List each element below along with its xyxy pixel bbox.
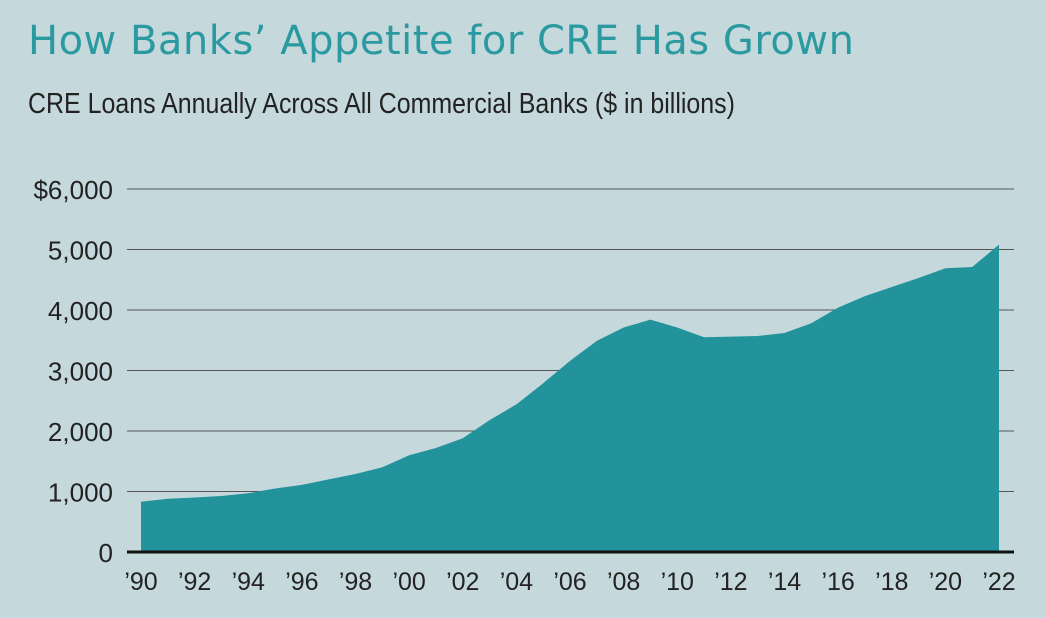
x-tick-label: ’20 (929, 568, 962, 596)
x-tick-label: ’94 (232, 568, 265, 596)
y-tick-label: $6,000 (33, 175, 113, 205)
x-tick-label: ’92 (178, 568, 211, 596)
x-tick-label: ’22 (982, 568, 1015, 596)
y-tick-label: 4,000 (48, 296, 113, 326)
y-tick-label: 3,000 (48, 357, 113, 387)
chart-title: How Banks’ Appetite for CRE Has Grown (28, 18, 855, 64)
x-axis-tick-labels: ’90 ’92 ’94 ’96 ’98 ’00 ’02 ’04 ’06 ’08 ’10 ’12 ’14 ’… (124, 568, 1015, 596)
x-tick-label: ’06 (553, 568, 586, 596)
x-tick-label: ’90 (124, 568, 157, 596)
area-series (141, 244, 999, 552)
x-tick-label: ’96 (285, 568, 318, 596)
x-tick-label: ’18 (875, 568, 908, 596)
y-tick-label: 0 (99, 538, 113, 568)
y-tick-label: 5,000 (48, 236, 113, 266)
y-axis-tick-labels: 0 1,000 2,000 3,000 4,000 5,000 $6,000 (33, 175, 113, 568)
x-tick-label: ’00 (392, 568, 425, 596)
x-tick-label: ’14 (768, 568, 801, 596)
x-tick-label: ’12 (714, 568, 747, 596)
cre-loans-area (141, 244, 999, 552)
x-tick-label: ’04 (500, 568, 533, 596)
chart-subtitle: CRE Loans Annually Across All Commercial… (28, 88, 735, 120)
x-tick-label: ’16 (821, 568, 854, 596)
x-tick-label: ’02 (446, 568, 479, 596)
x-tick-label: ’98 (339, 568, 372, 596)
y-tick-label: 2,000 (48, 417, 113, 447)
x-tick-label: ’08 (607, 568, 640, 596)
x-tick-label: ’10 (661, 568, 694, 596)
y-tick-label: 1,000 (48, 478, 113, 508)
